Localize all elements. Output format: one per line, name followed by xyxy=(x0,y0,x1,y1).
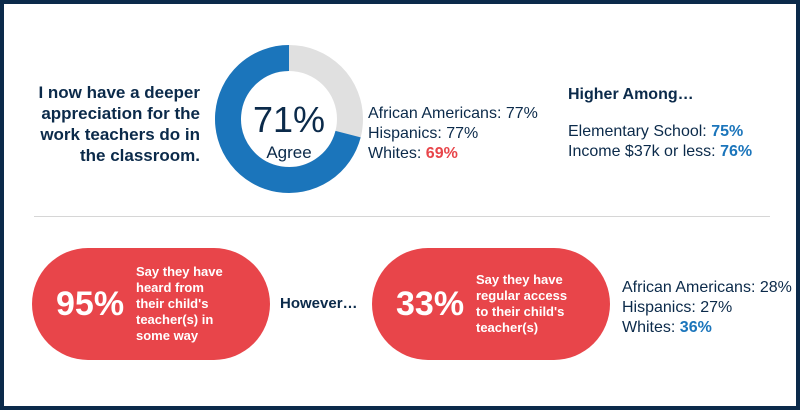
agree-by-group: African Americans: 77% Hispanics: 77% Wh… xyxy=(368,104,538,164)
group-value: 28% xyxy=(759,279,792,296)
higher-among-label: Elementary School: xyxy=(568,123,712,140)
higher-among-title: Higher Among… xyxy=(568,86,694,103)
donut-agree-arc xyxy=(215,45,361,193)
description-line: Say they have xyxy=(476,272,563,287)
group-row: African Americans: 77% xyxy=(368,104,538,124)
higher-among-list: Elementary School: 75% Income $37k or le… xyxy=(568,122,752,162)
heard-from-value: 95% xyxy=(56,285,125,323)
description-line: some way xyxy=(136,328,199,343)
group-row: Whites: 36% xyxy=(622,318,792,338)
regular-access-value: 33% xyxy=(396,285,465,323)
group-label: Whites: xyxy=(622,319,680,336)
description-line: teacher(s) in xyxy=(136,312,214,327)
regular-access-pill: 33% Say they have regular access to thei… xyxy=(372,248,610,360)
higher-among-row: Elementary School: 75% xyxy=(568,122,752,142)
higher-among-label: Income $37k or less: xyxy=(568,143,721,160)
description-line: their child's xyxy=(136,296,209,311)
group-value-highlight: 36% xyxy=(679,319,712,336)
heard-from-description: Say they have heard from their child's t… xyxy=(136,264,223,344)
group-row: Hispanics: 77% xyxy=(368,124,538,144)
access-by-group: African Americans: 28% Hispanics: 27% Wh… xyxy=(622,278,792,338)
description-line: teacher(s) xyxy=(476,320,539,335)
group-label: African Americans: xyxy=(368,105,506,122)
agree-donut-chart: 71% Agree xyxy=(215,45,363,193)
statement-line: the classroom. xyxy=(80,146,200,165)
group-value: 77% xyxy=(505,105,538,122)
group-label: Whites: xyxy=(368,145,426,162)
group-value: 77% xyxy=(446,125,479,142)
statement-line: I now have a deeper xyxy=(38,83,200,102)
survey-statement: I now have a deeper appreciation for the… xyxy=(34,82,200,166)
group-label: African Americans: xyxy=(622,279,760,296)
section-divider xyxy=(34,216,770,217)
higher-among-row: Income $37k or less: 76% xyxy=(568,142,752,162)
group-value-highlight: 69% xyxy=(425,145,458,162)
group-row: Whites: 69% xyxy=(368,144,538,164)
higher-among-value: 75% xyxy=(711,123,744,140)
however-label: However… xyxy=(280,295,358,312)
donut-center-value: 71% xyxy=(253,99,325,140)
group-label: Hispanics: xyxy=(622,299,701,316)
description-line: Say they have xyxy=(136,264,223,279)
heard-from-pill: 95% Say they have heard from their child… xyxy=(32,248,270,360)
group-row: Hispanics: 27% xyxy=(622,298,792,318)
statement-line: appreciation for the xyxy=(41,104,200,123)
regular-access-description: Say they have regular access to their ch… xyxy=(476,272,567,336)
description-line: heard from xyxy=(136,280,204,295)
description-line: to their child's xyxy=(476,304,565,319)
group-row: African Americans: 28% xyxy=(622,278,792,298)
description-line: regular access xyxy=(476,288,568,303)
statement-line: work teachers do in xyxy=(40,125,200,144)
group-label: Hispanics: xyxy=(368,125,447,142)
group-value: 27% xyxy=(700,299,733,316)
donut-center-label: Agree xyxy=(266,143,311,162)
higher-among-value: 76% xyxy=(720,143,753,160)
